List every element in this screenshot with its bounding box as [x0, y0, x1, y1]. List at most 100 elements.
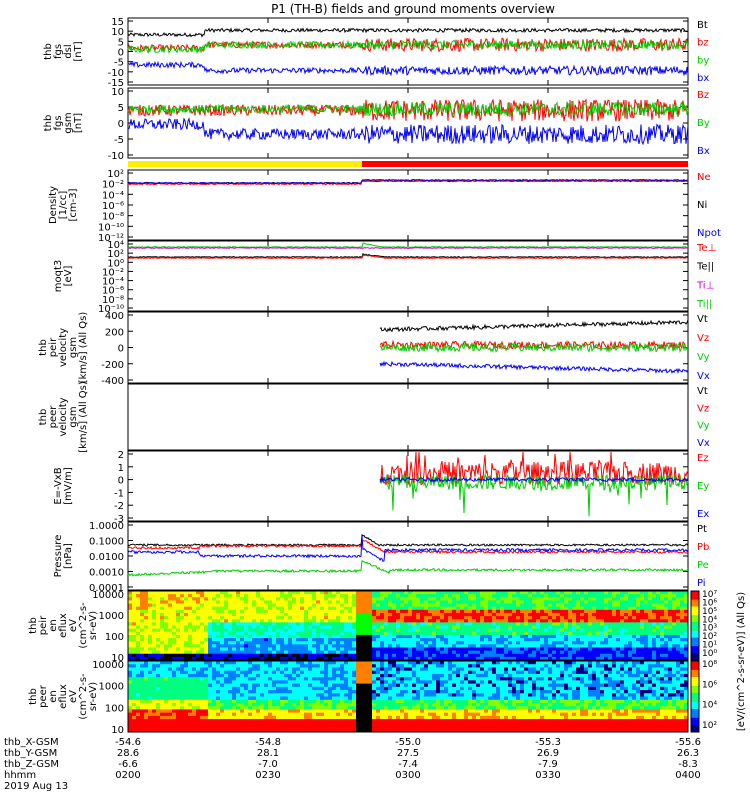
- spec-cell: [540, 607, 545, 611]
- spec-cell: [236, 632, 241, 636]
- spec-cell: [208, 616, 213, 620]
- spec-cell: [472, 607, 477, 611]
- spec-cell: [300, 647, 305, 651]
- spec-cell: [612, 638, 617, 642]
- spec-cell: [276, 713, 281, 717]
- spec-cell: [208, 697, 213, 701]
- spec-cell: [272, 709, 277, 713]
- spec-cell: [272, 622, 277, 626]
- spec-cell: [620, 600, 625, 604]
- spec-cell: [368, 629, 373, 633]
- spec-cell: [340, 594, 345, 598]
- spec-cell: [252, 594, 257, 598]
- spec-cell: [240, 616, 245, 620]
- series-vx: [380, 362, 688, 373]
- spec-cell: [212, 626, 217, 630]
- spec-cell: [152, 680, 157, 684]
- spec-cell: [432, 607, 437, 611]
- spec-cell: [296, 651, 301, 655]
- spec-cell: [408, 644, 413, 648]
- spec-cell: [260, 616, 265, 620]
- spec-cell: [216, 641, 221, 645]
- spec-cell: [356, 684, 361, 688]
- spec-cell: [156, 677, 161, 681]
- spec-cell: [424, 600, 429, 604]
- spec-cell: [452, 635, 457, 639]
- spec-cell: [228, 690, 233, 694]
- spec-cell: [236, 594, 241, 598]
- spec-cell: [252, 654, 257, 658]
- spec-cell: [160, 680, 165, 684]
- spec-cell: [604, 604, 609, 608]
- spec-cell: [488, 622, 493, 626]
- spec-cell: [236, 651, 241, 655]
- spec-cell: [396, 619, 401, 623]
- spec-cell: [320, 671, 325, 675]
- spec-cell: [652, 651, 657, 655]
- spec-cell: [232, 654, 237, 658]
- spec-cell: [272, 619, 277, 623]
- spec-cell: [164, 697, 169, 701]
- spec-cell: [304, 667, 309, 671]
- spec-cell: [612, 629, 617, 633]
- spec-cell: [344, 726, 349, 730]
- spec-cell: [204, 726, 209, 730]
- spec-cell: [648, 644, 653, 648]
- spec-cell: [420, 619, 425, 623]
- spec-cell: [612, 644, 617, 648]
- spec-cell: [336, 661, 341, 665]
- spec-cell: [208, 638, 213, 642]
- spec-cell: [292, 664, 297, 668]
- spec-cell: [508, 651, 513, 655]
- spec-cell: [336, 622, 341, 626]
- spec-cell: [284, 722, 289, 726]
- spec-cell: [324, 594, 329, 598]
- spec-cell: [600, 632, 605, 636]
- spec-cell: [584, 641, 589, 645]
- spec-cell: [380, 644, 385, 648]
- spec-cell: [204, 684, 209, 688]
- spec-cell: [472, 594, 477, 598]
- spec-cell: [304, 674, 309, 678]
- spec-cell: [420, 641, 425, 645]
- spec-cell: [664, 651, 669, 655]
- spec-cell: [268, 677, 273, 681]
- spec-cell: [620, 638, 625, 642]
- spec-cell: [628, 607, 633, 611]
- spec-cell: [608, 613, 613, 617]
- spec-cell: [148, 684, 153, 688]
- spec-cell: [196, 626, 201, 630]
- spec-cell: [228, 687, 233, 691]
- spec-cell: [512, 597, 517, 601]
- spec-cell: [284, 641, 289, 645]
- spec-cell: [196, 610, 201, 614]
- spec-cell: [620, 613, 625, 617]
- spec-cell: [632, 613, 637, 617]
- spec-cell: [176, 680, 181, 684]
- spec-cell: [308, 647, 313, 651]
- spec-cell: [268, 693, 273, 697]
- spec-cell: [468, 597, 473, 601]
- spec-cell: [252, 687, 257, 691]
- spec-cell: [480, 604, 485, 608]
- spec-cell: [524, 607, 529, 611]
- spec-cell: [332, 632, 337, 636]
- spec-cell: [360, 684, 365, 688]
- spec-cell: [468, 635, 473, 639]
- spec-cell: [292, 693, 297, 697]
- spec-cell: [200, 703, 205, 707]
- spec-cell: [212, 647, 217, 651]
- spec-cell: [568, 613, 573, 617]
- spec-cell: [384, 610, 389, 614]
- spec-cell: [240, 635, 245, 639]
- spec-cell: [192, 654, 197, 658]
- spec-cell: [348, 709, 353, 713]
- spec-cell: [324, 635, 329, 639]
- spec-cell: [136, 622, 141, 626]
- spec-cell: [340, 632, 345, 636]
- spec-cell: [408, 604, 413, 608]
- spec-cell: [200, 597, 205, 601]
- spec-cell: [228, 610, 233, 614]
- spec-cell: [276, 684, 281, 688]
- spec-cell: [132, 687, 137, 691]
